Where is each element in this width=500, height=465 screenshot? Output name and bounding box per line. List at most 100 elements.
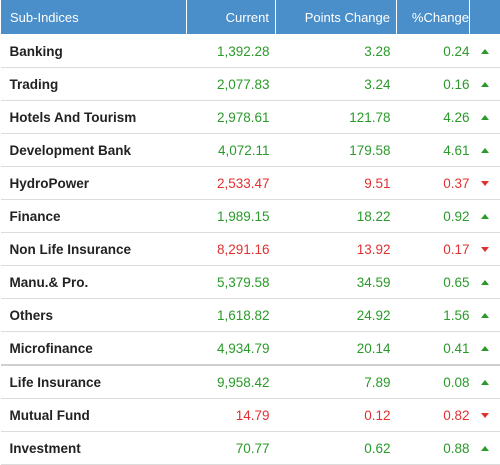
row-current-value: 4,934.79 [187, 332, 276, 366]
trend-cell [470, 68, 500, 101]
row-percent-change: 0.65 [397, 266, 470, 299]
arrow-up-icon [481, 49, 489, 54]
row-sub-index-name: Mutual Fund [1, 399, 187, 432]
trend-cell [470, 266, 500, 299]
row-sub-index-name: Non Life Insurance [1, 233, 187, 266]
row-percent-change: 0.16 [397, 68, 470, 101]
arrow-up-icon [481, 346, 489, 351]
row-percent-change: 0.82 [397, 399, 470, 432]
row-percent-change: 1.56 [397, 299, 470, 332]
row-sub-index-name: Microfinance [1, 332, 187, 366]
row-sub-index-name: Finance [1, 200, 187, 233]
row-percent-change: 0.37 [397, 167, 470, 200]
trend-cell [470, 332, 500, 366]
arrow-up-icon [481, 148, 489, 153]
row-points-change: 7.89 [276, 365, 397, 399]
row-points-change: 3.24 [276, 68, 397, 101]
trend-cell [470, 399, 500, 432]
arrow-up-icon [481, 280, 489, 285]
row-points-change: 24.92 [276, 299, 397, 332]
row-points-change: 121.78 [276, 101, 397, 134]
row-percent-change: 0.17 [397, 233, 470, 266]
arrow-up-icon [481, 82, 489, 87]
row-percent-change: 0.92 [397, 200, 470, 233]
arrow-up-icon [481, 380, 489, 385]
arrow-down-icon [481, 247, 489, 252]
row-sub-index-name: Investment [1, 432, 187, 465]
trend-cell [470, 200, 500, 233]
row-sub-index-name: Trading [1, 68, 187, 101]
table-header-row: Sub-Indices Current Points Change %Chang… [1, 0, 500, 35]
row-points-change: 0.12 [276, 399, 397, 432]
header-sub-indices[interactable]: Sub-Indices [1, 0, 187, 35]
row-sub-index-name: Banking [1, 35, 187, 68]
row-current-value: 1,989.15 [187, 200, 276, 233]
row-current-value: 4,072.11 [187, 134, 276, 167]
header-trend [470, 0, 500, 35]
arrow-down-icon [481, 413, 489, 418]
row-points-change: 34.59 [276, 266, 397, 299]
row-current-value: 2,978.61 [187, 101, 276, 134]
row-current-value: 2,533.47 [187, 167, 276, 200]
row-points-change: 20.14 [276, 332, 397, 366]
row-current-value: 8,291.16 [187, 233, 276, 266]
trend-cell [470, 134, 500, 167]
row-sub-index-name: Life Insurance [1, 365, 187, 399]
trend-cell [470, 101, 500, 134]
row-points-change: 18.22 [276, 200, 397, 233]
row-sub-index-name: Hotels And Tourism [1, 101, 187, 134]
row-sub-index-name: HydroPower [1, 167, 187, 200]
row-sub-index-name: Others [1, 299, 187, 332]
row-percent-change: 4.61 [397, 134, 470, 167]
trend-cell [470, 35, 500, 68]
row-percent-change: 0.08 [397, 365, 470, 399]
row-points-change: 13.92 [276, 233, 397, 266]
row-percent-change: 0.41 [397, 332, 470, 366]
trend-cell [470, 432, 500, 465]
row-sub-index-name: Manu.& Pro. [1, 266, 187, 299]
row-current-value: 5,379.58 [187, 266, 276, 299]
row-percent-change: 4.26 [397, 101, 470, 134]
row-current-value: 70.77 [187, 432, 276, 465]
trend-cell [470, 299, 500, 332]
arrow-up-icon [481, 446, 489, 451]
row-current-value: 1,618.82 [187, 299, 276, 332]
row-sub-index-name: Development Bank [1, 134, 187, 167]
arrow-up-icon [481, 313, 489, 318]
trend-cell [470, 233, 500, 266]
trend-cell [470, 167, 500, 200]
row-current-value: 9,958.42 [187, 365, 276, 399]
arrow-down-icon [481, 181, 489, 186]
row-percent-change: 0.88 [397, 432, 470, 465]
row-points-change: 9.51 [276, 167, 397, 200]
header-points-change[interactable]: Points Change [276, 0, 397, 35]
row-points-change: 179.58 [276, 134, 397, 167]
trend-cell [470, 365, 500, 399]
row-points-change: 3.28 [276, 35, 397, 68]
row-current-value: 2,077.83 [187, 68, 276, 101]
header-current[interactable]: Current [187, 0, 276, 35]
row-current-value: 1,392.28 [187, 35, 276, 68]
row-current-value: 14.79 [187, 399, 276, 432]
arrow-up-icon [481, 214, 489, 219]
row-points-change: 0.62 [276, 432, 397, 465]
arrow-up-icon [481, 115, 489, 120]
row-percent-change: 0.24 [397, 35, 470, 68]
header-percent-change[interactable]: %Change [397, 0, 470, 35]
